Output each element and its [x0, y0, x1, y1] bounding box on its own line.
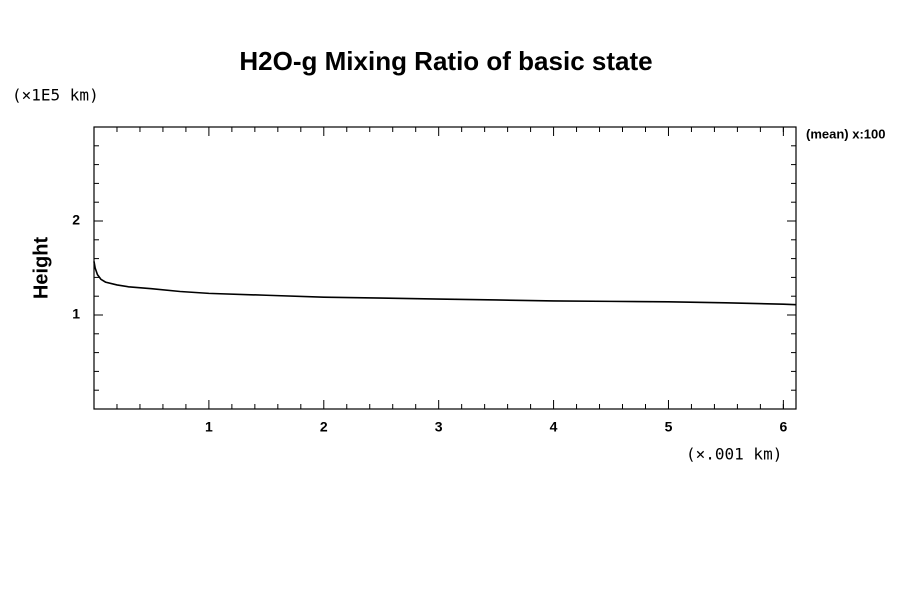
x-tick-label: 4	[550, 419, 558, 435]
y-axis-label: Height	[30, 237, 52, 300]
plot-frame	[93, 126, 797, 410]
y-tick-label: 1	[72, 306, 80, 322]
x-tick-label: 5	[665, 419, 673, 435]
x-tick-label: 1	[205, 419, 213, 435]
data-line	[93, 261, 797, 306]
x-tick-label: 2	[320, 419, 328, 435]
x-unit-label: (×.001 km)	[686, 445, 782, 464]
y-tick-label: 2	[72, 212, 80, 228]
x-tick-label: 3	[435, 419, 443, 435]
side-note: (mean) x:100	[806, 126, 885, 141]
x-tick-label: 6	[779, 419, 787, 435]
chart-title: H2O-g Mixing Ratio of basic state	[239, 46, 652, 76]
y-unit-label: (×1E5 km)	[12, 86, 99, 105]
